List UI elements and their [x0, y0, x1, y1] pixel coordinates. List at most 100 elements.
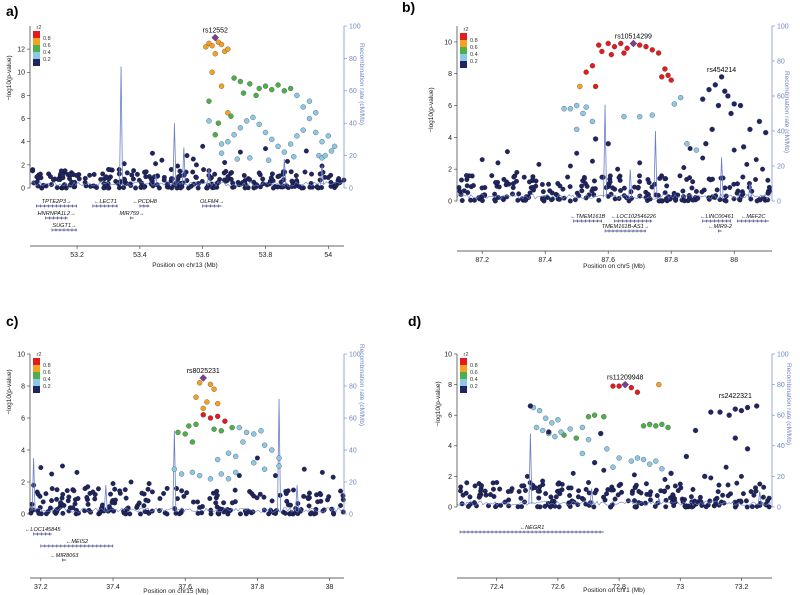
snp-point: [628, 458, 634, 464]
snp-point: [567, 163, 573, 169]
snp-point: [763, 501, 769, 507]
snp-point: [539, 427, 546, 434]
snp-point: [487, 492, 493, 498]
snp-point: [672, 483, 678, 489]
snp-point: [580, 110, 586, 117]
snp-point: [98, 176, 104, 182]
snp-point: [592, 490, 598, 496]
snp-point: [560, 186, 566, 192]
snp-point: [82, 175, 88, 181]
snp-point: [643, 44, 649, 50]
snp-point: [51, 177, 56, 183]
legend-label: 0.8: [43, 36, 51, 42]
snp-point: [760, 166, 765, 172]
snp-point: [195, 510, 201, 516]
secondary-snp-label: rs2422321: [719, 393, 752, 400]
snp-point: [303, 148, 309, 154]
snp-point: [60, 463, 65, 469]
y-tick-label: 10: [17, 351, 25, 358]
snp-point: [628, 384, 634, 391]
snp-point: [88, 183, 94, 189]
snp-point: [607, 179, 613, 185]
snp-point: [218, 141, 225, 147]
gene-label: ←LOC102546226: [611, 214, 657, 220]
snp-point: [200, 405, 206, 412]
legend-label: 0.6: [43, 43, 51, 49]
snp-point: [243, 118, 250, 124]
snp-point: [740, 174, 746, 180]
snp-point: [325, 133, 331, 139]
panel-label: a): [6, 3, 18, 19]
snp-point: [49, 486, 55, 492]
legend-swatch: [460, 372, 467, 379]
snp-point: [723, 464, 729, 470]
snp-point: [211, 386, 217, 392]
right-tick-label: 20: [777, 163, 785, 170]
snp-point: [105, 185, 111, 191]
lead-snp-label: rs8025231: [187, 368, 220, 375]
snp-point: [693, 188, 699, 194]
legend-swatch: [33, 59, 40, 66]
snp-point: [604, 491, 610, 497]
legend-label: 0.2: [43, 57, 51, 63]
y-tick-label: 8: [448, 382, 452, 389]
snp-point: [592, 136, 599, 142]
snp-point: [196, 380, 203, 386]
snp-point: [43, 511, 49, 517]
x-tick-label: 38: [326, 584, 334, 591]
y-tick-label: 0: [448, 504, 452, 511]
snp-point: [624, 45, 630, 51]
snp-point: [128, 479, 134, 485]
snp-point: [579, 450, 586, 457]
legend-swatch: [33, 358, 40, 365]
snp-point: [543, 491, 549, 497]
snp-point: [314, 184, 320, 190]
ld-legend: r20.80.60.40.2: [460, 27, 478, 68]
snp-point: [575, 494, 581, 500]
recombination-baseline: [456, 500, 772, 506]
snp-point: [497, 486, 503, 492]
gene-label: ←LECT1: [94, 199, 117, 205]
recombination-baseline: [29, 180, 343, 187]
snp-point: [262, 129, 269, 136]
snp-point: [690, 487, 696, 492]
snp-point: [153, 161, 159, 167]
snp-point: [583, 69, 589, 75]
snp-point: [605, 141, 611, 147]
snp-point: [616, 383, 622, 389]
snp-point: [463, 490, 469, 496]
snp-point: [146, 510, 152, 516]
y-tick-label: 6: [21, 415, 25, 422]
snp-point: [54, 487, 60, 493]
snp-point: [189, 439, 196, 445]
snp-point: [543, 415, 549, 421]
snp-point: [567, 106, 574, 112]
snp-point: [247, 81, 253, 87]
snp-point: [740, 191, 746, 197]
snp-point: [553, 494, 559, 500]
snp-point: [272, 473, 278, 479]
snp-point: [177, 168, 183, 174]
x-tick-label: 37.2: [34, 584, 48, 591]
snp-point: [200, 412, 206, 418]
snp-point: [546, 181, 552, 187]
right-tick-label: 100: [349, 23, 361, 30]
snp-point: [101, 185, 107, 191]
recombination-layer: [29, 398, 343, 513]
snp-point: [708, 475, 714, 481]
snp-point: [744, 446, 751, 452]
recombination-peak: [282, 158, 287, 185]
snp-point: [204, 399, 210, 405]
snp-point: [612, 496, 618, 502]
recombination-peak: [653, 130, 658, 198]
snp-point: [703, 504, 709, 510]
legend-swatch: [460, 365, 467, 372]
gene-label: ←MEF2C: [741, 214, 767, 220]
snp-point: [583, 104, 589, 110]
snp-point: [247, 177, 253, 183]
snp-point: [665, 484, 671, 490]
snp-point: [640, 423, 647, 429]
snp-point: [631, 472, 637, 478]
snp-point: [103, 174, 109, 180]
legend-label: 0.4: [470, 377, 478, 383]
